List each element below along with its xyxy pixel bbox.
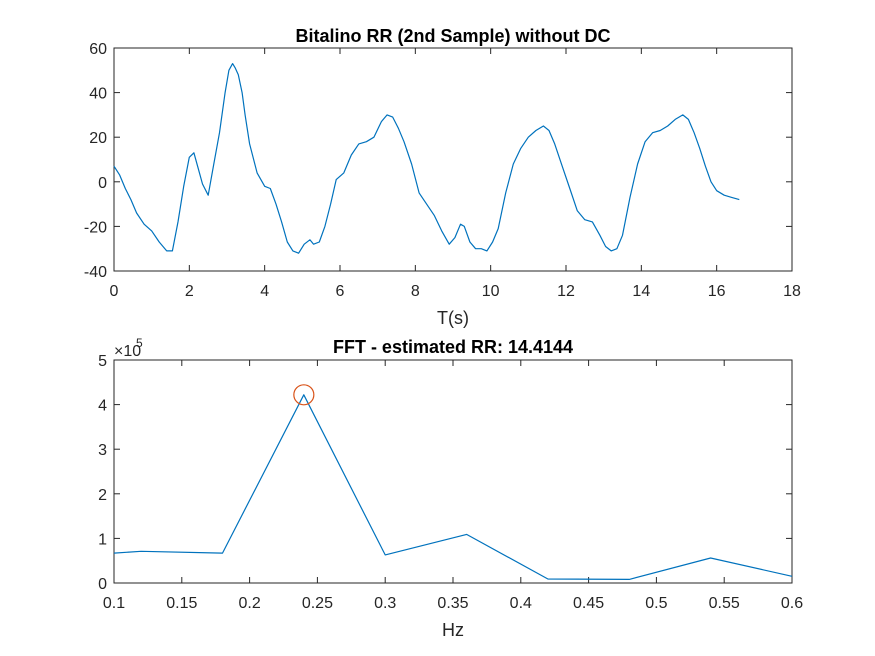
chart-bottom-peak-marker <box>293 384 315 406</box>
chart-bottom-title: FFT - estimated RR: 14.4144 <box>333 337 573 357</box>
chart-bottom-y-multiplier-exp: 5 <box>136 336 143 350</box>
chart-top-axes-box <box>113 47 793 272</box>
x-tick-label: 0.1 <box>103 595 125 612</box>
y-tick-label: 4 <box>98 398 107 415</box>
chart-top-title: Bitalino RR (2nd Sample) without DC <box>296 26 611 46</box>
chart-top-x-ticks: 0 2 4 6 8 10 12 14 16 18 <box>110 48 801 300</box>
x-tick-label: 0 <box>110 283 119 300</box>
y-tick-label: 3 <box>98 442 107 459</box>
chart-bottom-y-multiplier-base: ×10 <box>114 343 141 360</box>
chart-bottom-y-ticks: 0 1 2 3 4 5 <box>98 353 792 593</box>
x-tick-label: 10 <box>482 283 500 300</box>
x-tick-label: 0.3 <box>374 595 396 612</box>
x-tick-label: 0.2 <box>238 595 260 612</box>
x-tick-label: 16 <box>708 283 726 300</box>
x-tick-label: 0.5 <box>645 595 667 612</box>
x-tick-label: 4 <box>260 283 269 300</box>
y-tick-label: 1 <box>98 531 107 548</box>
y-tick-label: 20 <box>89 130 107 147</box>
x-tick-label: 12 <box>557 283 575 300</box>
x-tick-label: 0.4 <box>510 595 532 612</box>
chart-bottom-xlabel: Hz <box>442 620 464 640</box>
chart-bottom-y-multiplier: ×10 5 <box>114 336 143 360</box>
y-tick-label: -40 <box>84 264 107 281</box>
chart-bottom-fft: FFT - estimated RR: 14.4144 ×10 5 0.1 0.1… <box>98 336 803 640</box>
chart-top-signal: Bitalino RR (2nd Sample) without DC 0 2 4 6… <box>84 26 801 328</box>
x-tick-label: 0.35 <box>437 595 468 612</box>
x-tick-label: 2 <box>185 283 194 300</box>
y-tick-label: 0 <box>98 576 107 593</box>
y-tick-label: 60 <box>89 41 107 58</box>
y-tick-label: 2 <box>98 487 107 504</box>
chart-top-xlabel: T(s) <box>437 308 469 328</box>
y-tick-label: 5 <box>98 353 107 370</box>
chart-top-y-ticks: -40 -20 0 20 40 60 <box>84 41 792 281</box>
y-tick-label: 40 <box>89 86 107 103</box>
x-tick-label: 18 <box>783 283 801 300</box>
chart-top-series-line <box>113 62 740 254</box>
x-tick-label: 0.25 <box>302 595 333 612</box>
y-tick-label: -20 <box>84 219 107 236</box>
x-tick-label: 0.15 <box>166 595 197 612</box>
chart-bottom-series-line <box>113 394 793 581</box>
x-tick-label: 14 <box>632 283 650 300</box>
x-tick-label: 0.45 <box>573 595 604 612</box>
x-tick-label: 0.6 <box>781 595 803 612</box>
x-tick-label: 6 <box>336 283 345 300</box>
chart-bottom-x-ticks: 0.1 0.15 0.2 0.25 0.3 0.35 0.4 0.45 0.5 0.55 0.6 <box>103 360 803 612</box>
x-tick-label: 8 <box>411 283 420 300</box>
y-tick-label: 0 <box>98 175 107 192</box>
x-tick-label: 0.55 <box>709 595 740 612</box>
